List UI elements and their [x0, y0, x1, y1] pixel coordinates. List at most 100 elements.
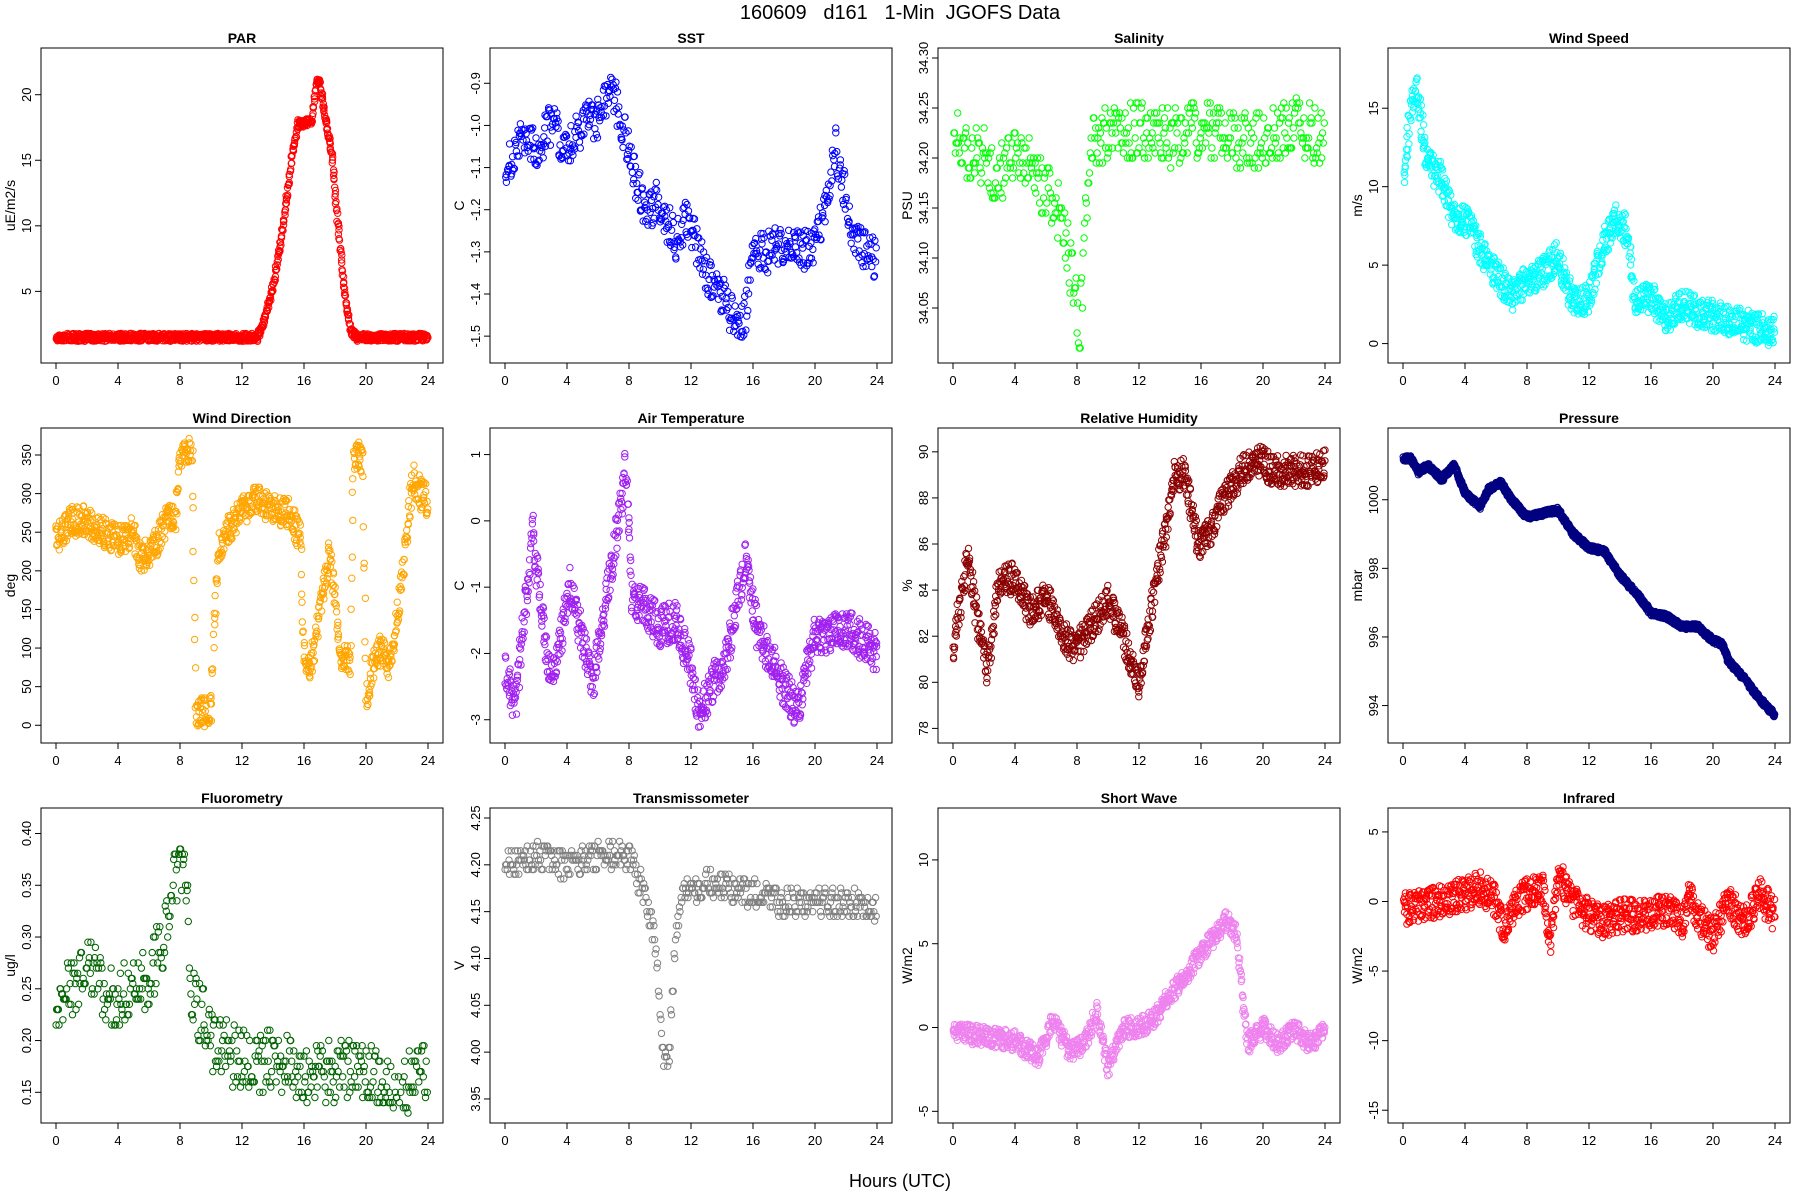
data-point — [393, 598, 401, 606]
data-point — [972, 124, 980, 132]
data-point — [534, 157, 542, 166]
data-point — [424, 334, 432, 342]
y-tick-label: 10 — [19, 219, 34, 233]
data-series — [52, 434, 432, 731]
x-tick-label: 0 — [501, 753, 508, 768]
data-point — [520, 618, 528, 626]
data-point — [977, 179, 985, 187]
data-point — [535, 156, 543, 165]
data-point — [691, 675, 699, 684]
data-point — [189, 547, 197, 556]
data-point — [512, 710, 521, 718]
y-tick-label: 300 — [19, 483, 34, 505]
data-point — [348, 574, 356, 582]
data-point — [621, 113, 629, 121]
data-point — [260, 318, 269, 326]
data-point — [1080, 234, 1088, 242]
y-tick-label: 34.25 — [916, 92, 931, 125]
data-point — [284, 191, 292, 199]
data-point — [1221, 119, 1229, 127]
panel-title: PAR — [228, 30, 257, 46]
data-point — [556, 141, 564, 149]
data-point — [292, 132, 300, 141]
data-point — [1171, 104, 1180, 112]
x-tick-label: 4 — [1011, 373, 1018, 388]
x-tick-label: 4 — [1461, 373, 1468, 388]
data-point — [388, 336, 397, 345]
data-point — [602, 112, 610, 120]
x-tick-label: 24 — [870, 753, 884, 768]
data-point — [574, 119, 583, 127]
data-point — [281, 211, 289, 219]
data-series — [1400, 74, 1779, 349]
data-point — [605, 87, 614, 95]
y-tick-label: -1.3 — [468, 241, 483, 263]
data-point — [189, 504, 197, 512]
plot-frame — [40, 47, 444, 364]
data-series — [502, 73, 880, 341]
data-point — [422, 336, 430, 344]
data-point — [257, 328, 265, 336]
y-tick-label: -1.4 — [468, 283, 483, 305]
x-tick-label: 20 — [359, 753, 373, 768]
data-point — [625, 518, 633, 527]
y-tick-label: 250 — [19, 521, 34, 543]
data-point — [613, 544, 621, 552]
data-point — [211, 614, 219, 622]
data-point — [572, 112, 580, 120]
data-point — [210, 644, 218, 652]
data-point — [345, 311, 353, 319]
y-tick-label: -1.1 — [468, 156, 483, 178]
x-tick-label: 12 — [684, 373, 698, 388]
data-point — [592, 130, 601, 139]
data-point — [758, 240, 766, 248]
data-point — [361, 654, 369, 662]
data-point — [529, 511, 537, 520]
data-point — [1173, 129, 1181, 137]
data-point — [607, 83, 615, 91]
data-point — [1301, 154, 1309, 162]
data-point — [343, 306, 352, 315]
y-tick-label: 200 — [19, 560, 34, 582]
y-tick-label: 15 — [1366, 101, 1381, 115]
data-point — [277, 241, 285, 249]
data-point — [598, 102, 606, 111]
plot-frame — [489, 427, 893, 744]
data-point — [349, 516, 357, 525]
data-point — [1290, 134, 1298, 142]
data-point — [593, 134, 602, 142]
y-tick-label: 5 — [19, 288, 34, 295]
x-tick-label: 12 — [1132, 373, 1146, 388]
data-point — [326, 134, 334, 143]
data-point — [339, 279, 348, 288]
data-point — [519, 136, 527, 144]
panel-title: Salinity — [1114, 30, 1164, 46]
data-point — [731, 302, 739, 310]
data-point — [189, 492, 197, 501]
data-point — [1319, 139, 1328, 147]
data-point — [276, 247, 284, 255]
data-point — [566, 563, 574, 572]
data-point — [190, 576, 198, 585]
data-point — [604, 99, 613, 108]
data-point — [533, 576, 541, 584]
data-point — [1317, 109, 1325, 117]
data-point — [576, 144, 584, 152]
x-tick-label: 20 — [1706, 373, 1720, 388]
plot-frame — [937, 47, 1341, 364]
data-point — [586, 111, 594, 119]
data-point — [274, 256, 282, 264]
data-point — [618, 510, 626, 518]
data-point — [243, 518, 251, 526]
data-point — [530, 155, 538, 164]
data-point — [331, 190, 339, 198]
data-point — [526, 544, 535, 552]
data-point — [627, 571, 635, 579]
data-point — [312, 623, 320, 631]
x-tick-label: 16 — [746, 373, 760, 388]
data-point — [541, 124, 549, 132]
data-point — [211, 621, 219, 629]
data-point — [191, 613, 199, 622]
x-tick-label: 0 — [501, 373, 508, 388]
